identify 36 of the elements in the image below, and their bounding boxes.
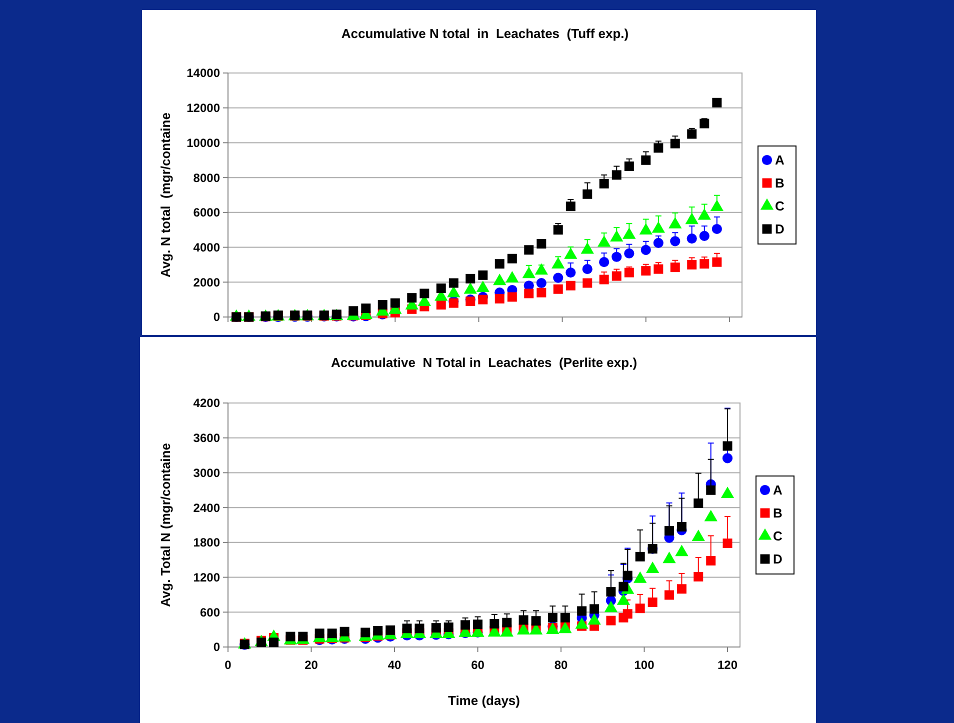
x-tick-label: 120 — [717, 658, 738, 672]
chart-title: Accumulative N Total in Leachates (Perlite exp.) — [330, 355, 638, 370]
chart-title: Accumulative N total in Leachates (Tuff exp.) — [341, 26, 629, 41]
legend-label: D — [775, 222, 784, 237]
y-tick-label: 0 — [213, 640, 220, 654]
y-tick-label: 4200 — [193, 396, 220, 410]
y-tick-label: 3000 — [193, 466, 220, 480]
y-tick-label: 1200 — [193, 570, 220, 584]
y-tick-label: 3600 — [193, 431, 220, 446]
x-tick-label: 80 — [554, 658, 568, 672]
legend-label: B — [773, 506, 782, 521]
y-tick-label: 4000 — [193, 240, 220, 254]
x-tick-label: 40 — [388, 658, 402, 672]
y-tick-label: 2400 — [193, 500, 220, 515]
y-tick-label: 10000 — [186, 136, 220, 150]
y-tick-label: 600 — [200, 605, 220, 620]
y-tick-label: 2000 — [193, 275, 220, 290]
y-axis-title: Avg. N total (mgr/containe — [158, 112, 173, 278]
y-tick-label: 1800 — [193, 536, 220, 550]
legend-label: D — [773, 552, 782, 567]
x-tick-label: 60 — [471, 658, 485, 672]
y-tick-label: 12000 — [186, 101, 220, 116]
x-axis-title: Time (days) — [448, 693, 520, 708]
y-tick-label: 8000 — [193, 170, 220, 185]
y-tick-label: 14000 — [186, 66, 220, 80]
y-tick-label: 6000 — [193, 206, 220, 220]
x-tick-label: 20 — [304, 658, 318, 672]
legend-label: C — [773, 528, 783, 544]
legend-label: C — [775, 198, 785, 214]
legend-label: B — [775, 176, 784, 191]
legend-label: A — [775, 152, 785, 168]
y-axis-title: Avg. Total N (mgr/containe — [158, 443, 173, 607]
y-tick-label: 0 — [213, 310, 220, 324]
x-tick-label: 0 — [224, 658, 232, 672]
x-tick-label: 100 — [634, 658, 655, 672]
legend-label: A — [773, 482, 783, 498]
